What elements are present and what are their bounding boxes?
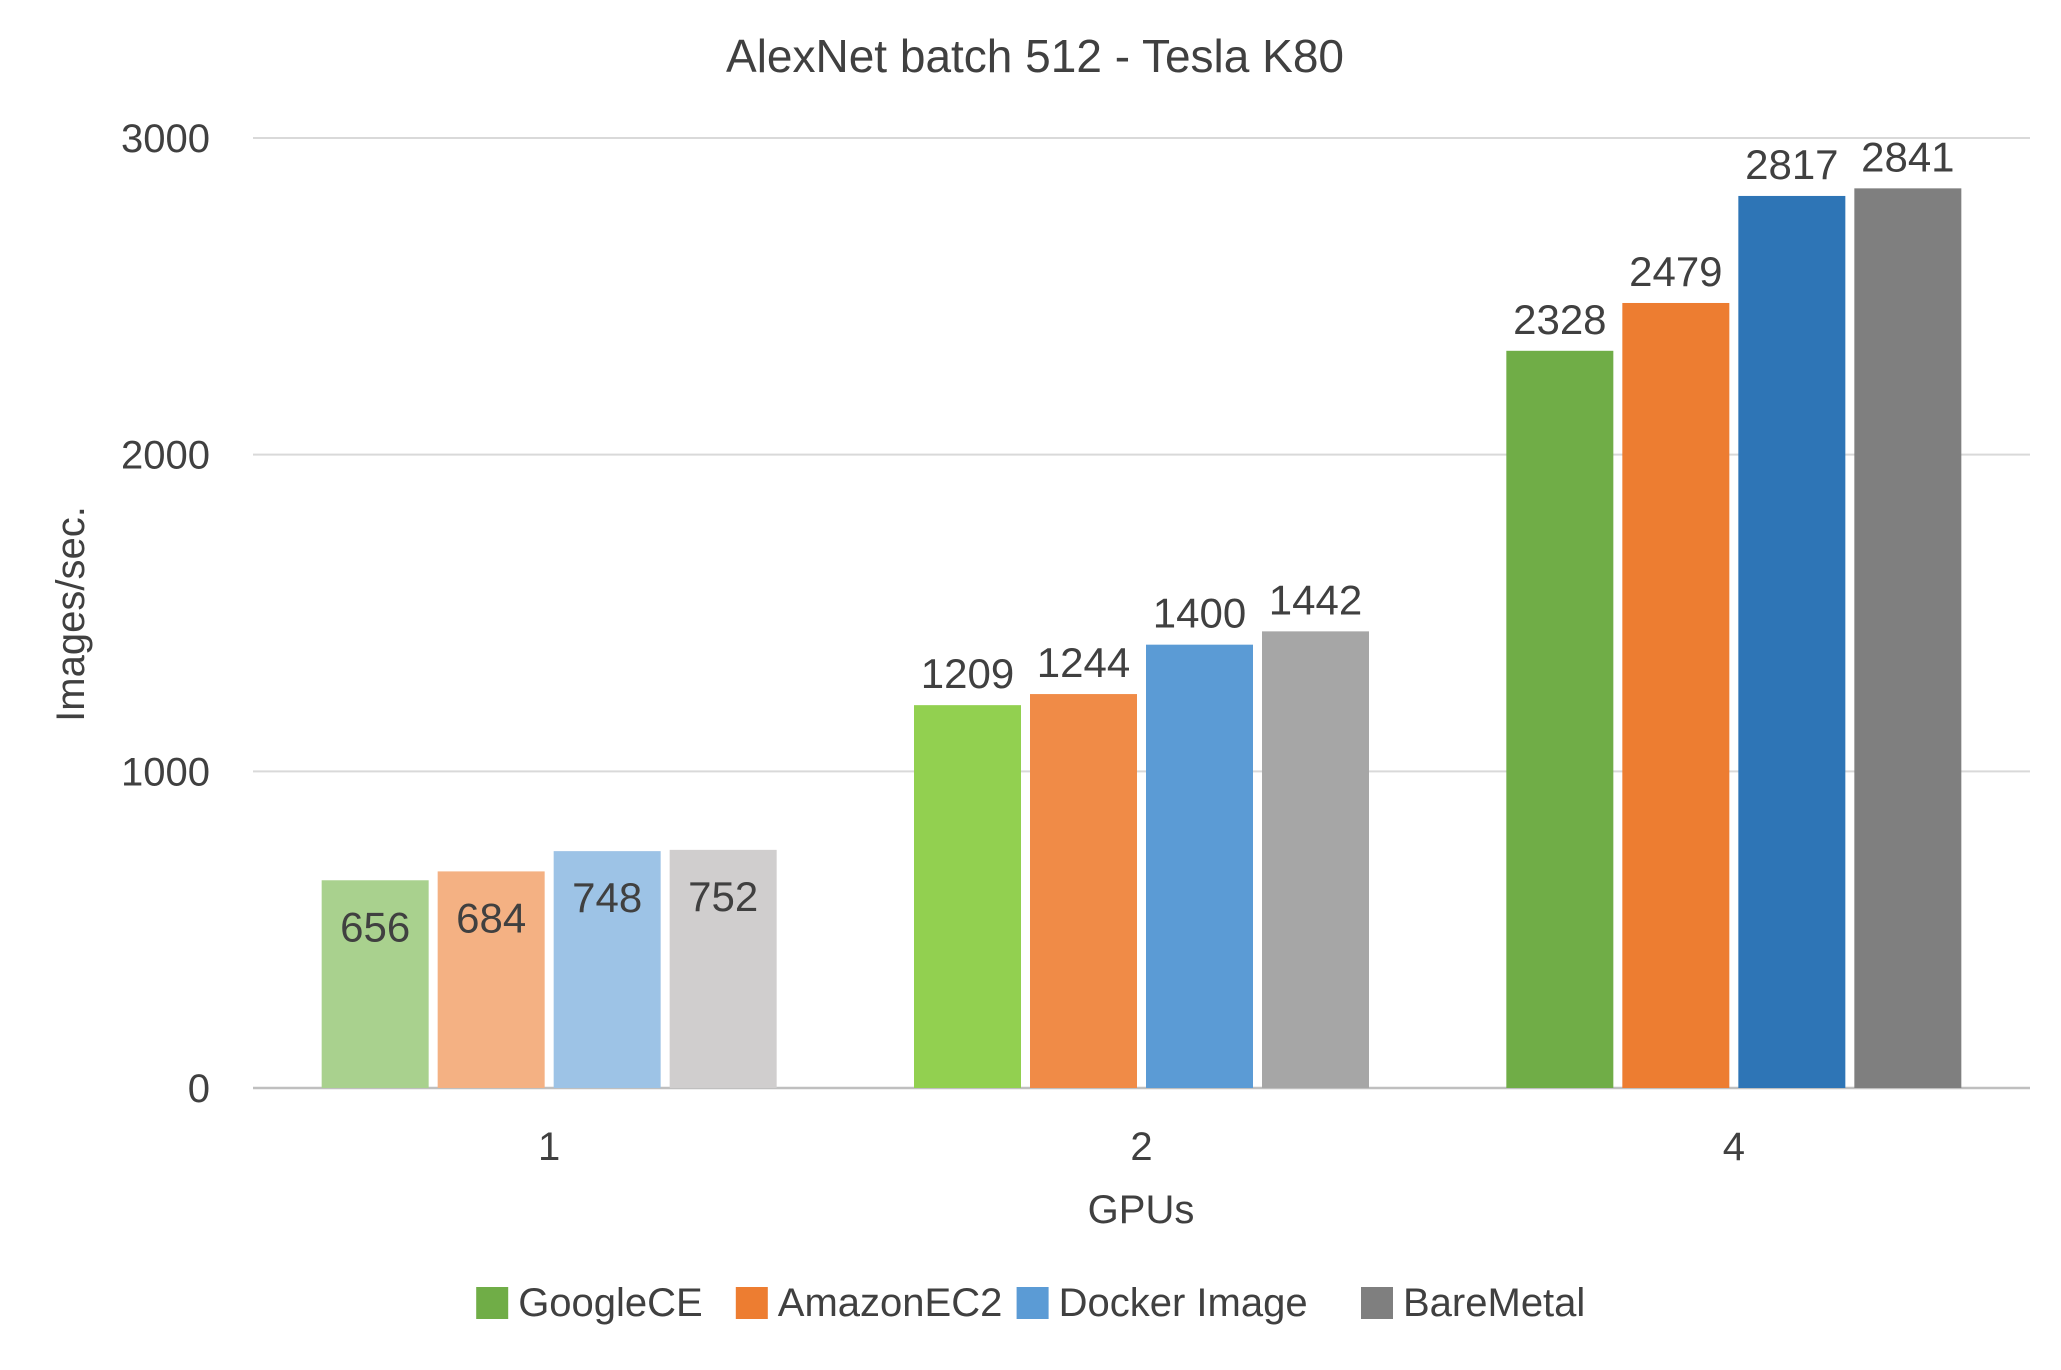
data-label: 1244: [1037, 639, 1130, 686]
bar-googlece-4: [1506, 350, 1614, 1088]
legend-swatch: [1361, 1287, 1393, 1319]
bar-amazonec2-4: [1622, 302, 1730, 1088]
data-label: 2841: [1861, 133, 1954, 180]
x-tick-label: 1: [538, 1125, 560, 1169]
bar-docker-image-4: [1738, 195, 1846, 1088]
legend-label: Docker Image: [1059, 1281, 1308, 1325]
data-label: 2479: [1629, 248, 1722, 295]
data-label: 2817: [1745, 141, 1838, 188]
data-label: 1400: [1153, 590, 1246, 637]
legend-item-amazonec2: AmazonEC2: [735, 1281, 1003, 1325]
legend: GoogleCE AmazonEC2 Docker Image BareMetal: [476, 1281, 1585, 1325]
data-label: 2328: [1513, 296, 1606, 343]
data-labels: 656 684 748 752 1209 1244 1400 1442 2328 2479 2817…: [340, 133, 1954, 950]
x-axis-label: GPUs: [1088, 1188, 1195, 1232]
data-label: 1442: [1269, 576, 1362, 623]
bar-amazonec2-2: [1030, 694, 1137, 1088]
legend-item-docker-image: Docker Image: [1016, 1281, 1308, 1325]
bar-amazonec2-1: [437, 871, 545, 1088]
chart-title: AlexNet batch 512 - Tesla K80: [726, 30, 1344, 82]
data-label: 752: [688, 873, 758, 920]
x-tick-label: 4: [1723, 1125, 1745, 1169]
data-label: 684: [456, 894, 526, 941]
legend-label: AmazonEC2: [778, 1281, 1003, 1325]
bars: [321, 188, 1962, 1089]
legend-swatch: [1016, 1287, 1049, 1319]
bar-googlece-1: [321, 880, 429, 1088]
legend-label: BareMetal: [1403, 1281, 1585, 1325]
x-tick-label: 2: [1130, 1125, 1152, 1169]
y-tick-label: 0: [188, 1067, 210, 1111]
data-label: 748: [572, 874, 642, 921]
legend-swatch: [476, 1287, 509, 1319]
y-axis-label: Images/sec.: [49, 506, 93, 722]
legend-label: GoogleCE: [518, 1281, 703, 1325]
gridlines: [253, 137, 2030, 1090]
bar-docker-image-2: [1146, 644, 1253, 1088]
bar-googlece-2: [914, 705, 1021, 1088]
bar-docker-image-1: [553, 851, 661, 1088]
legend-item-baremetal: BareMetal: [1361, 1281, 1585, 1325]
bar-baremetal-1: [669, 849, 777, 1088]
y-tick-label: 2000: [121, 434, 210, 478]
y-tick-label: 1000: [121, 750, 210, 794]
legend-swatch: [735, 1287, 768, 1319]
tick-labels: 0 1000 2000 3000 1 2 4: [121, 117, 1745, 1169]
y-tick-label: 3000: [121, 117, 210, 161]
data-label: 656: [340, 903, 410, 950]
bar-baremetal-4: [1854, 188, 1962, 1089]
legend-item-googlece: GoogleCE: [476, 1281, 703, 1325]
data-label: 1209: [921, 650, 1014, 697]
bar-baremetal-2: [1262, 631, 1369, 1088]
